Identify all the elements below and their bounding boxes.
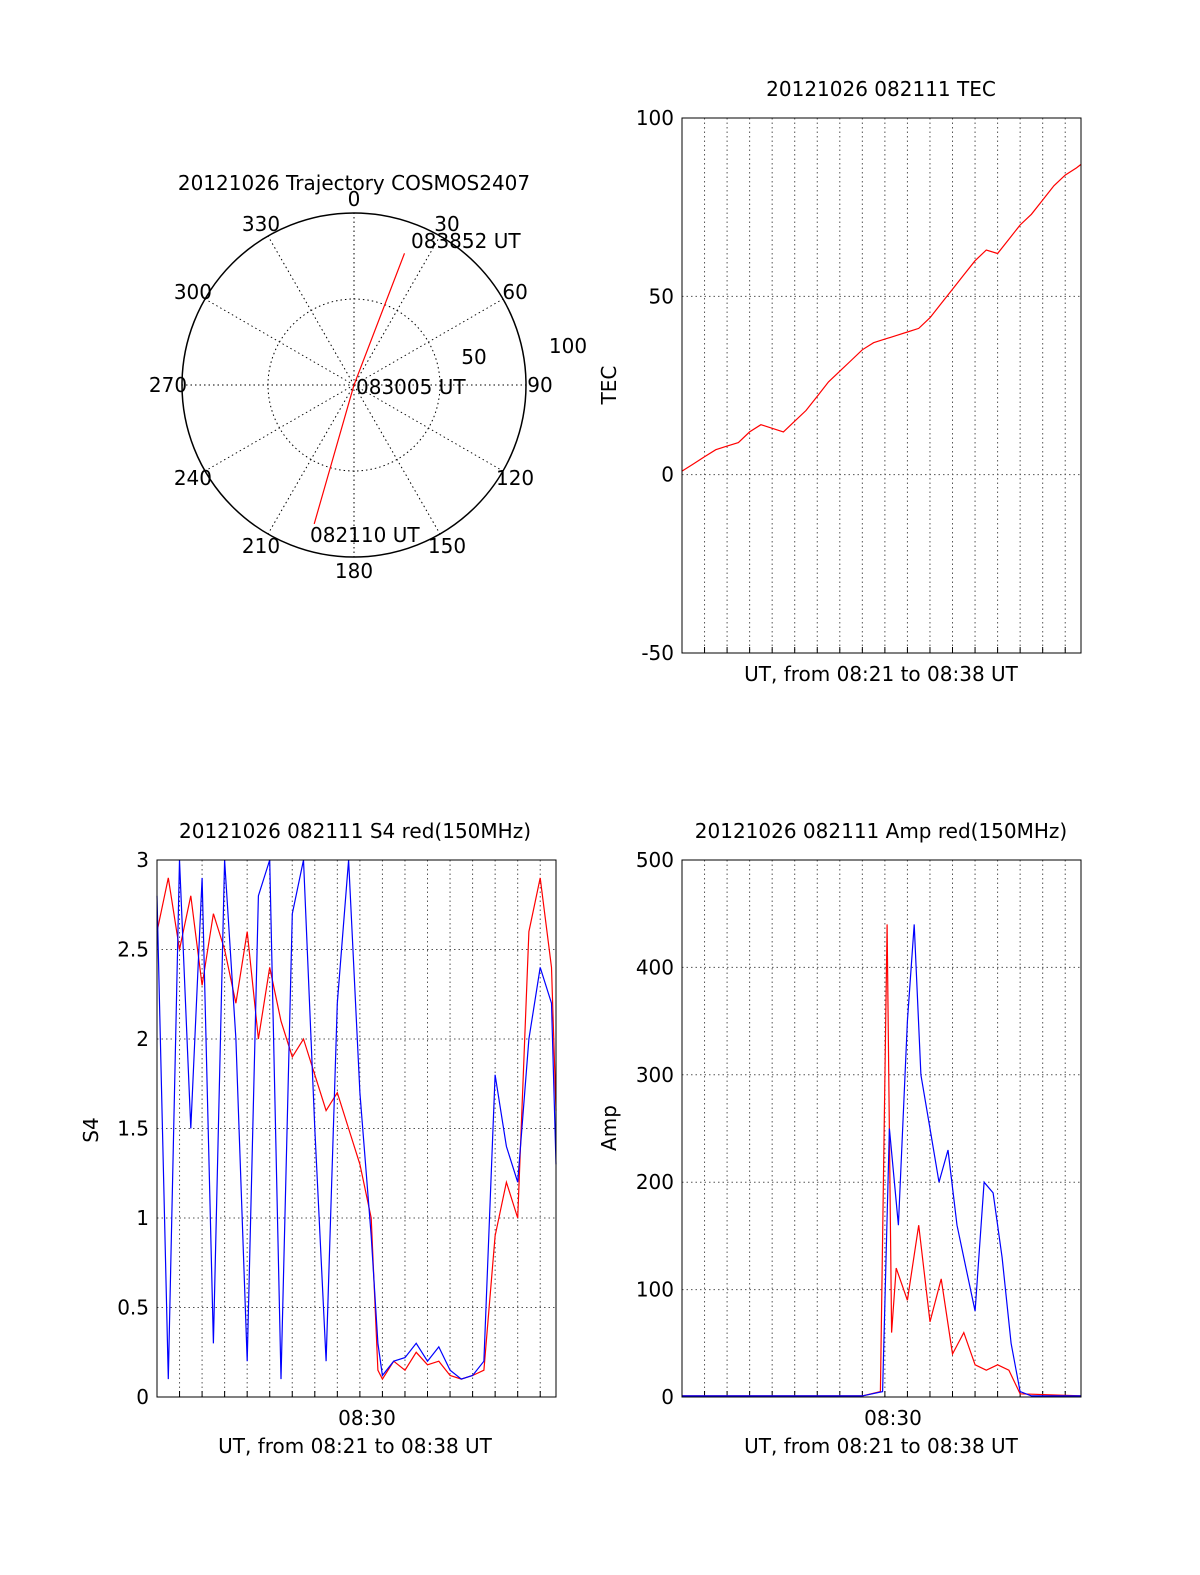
polar-spoke (353, 235, 441, 386)
tec-line (681, 163, 1082, 472)
amp-frame (681, 859, 1082, 1398)
tec-y-ticks: -50 0 50 100 (636, 106, 674, 665)
y-tick-label: 0.5 (117, 1296, 149, 1320)
polar-angle-label: 150 (428, 534, 466, 558)
y-tick-label: 200 (636, 1170, 674, 1194)
y-tick-label: 0 (661, 1385, 674, 1409)
trajectory-line (313, 253, 406, 525)
y-tick-label: 0 (661, 463, 674, 487)
y-tick-label: 100 (636, 1278, 674, 1302)
polar-angle-label: 30 (434, 212, 459, 236)
polar-angle-label: 120 (496, 466, 534, 490)
y-tick-label: 100 (636, 106, 674, 130)
amp-panel: 20121026 082111 Amp red(150MHz) 0 100 200 3… (597, 819, 1082, 1458)
s4-panel: 20121026 082111 S4 red(150MHz) 0 0.5 1 1.5 2… (79, 819, 557, 1458)
s4-grid (157, 860, 556, 1397)
amp-ylabel: Amp (597, 1105, 621, 1151)
polar-title: 20121026 Trajectory COSMOS2407 (178, 171, 530, 195)
polar-angle-label: 0 (348, 187, 361, 211)
annotation-start-time: 082110 UT (310, 523, 420, 547)
y-tick-label: 2 (136, 1027, 149, 1051)
tec-panel: 20121026 082111 TEC -50 0 50 100 UT, from 0… (597, 77, 1082, 686)
s4-ylabel: S4 (79, 1117, 103, 1142)
polar-spoke (204, 298, 355, 386)
s4-red-line (156, 877, 557, 1381)
y-tick-label: 3 (136, 848, 149, 872)
y-tick-label: 0 (136, 1385, 149, 1409)
polar-angle-label: 330 (242, 212, 280, 236)
amp-xtick-label: 08:30 (864, 1406, 922, 1430)
amp-blue-line (682, 924, 1081, 1397)
annotation-mid-time: 083005 UT (356, 375, 466, 399)
tec-grid (682, 118, 1081, 653)
polar-spoke (353, 298, 504, 386)
polar-angle-label: 180 (335, 559, 373, 583)
tec-title: 20121026 082111 TEC (766, 77, 996, 101)
s4-title: 20121026 082111 S4 red(150MHz) (179, 819, 531, 843)
polar-angle-label: 210 (242, 534, 280, 558)
polar-angle-label: 270 (149, 373, 187, 397)
s4-y-ticks: 0 0.5 1 1.5 2 2.5 3 (117, 848, 149, 1409)
amp-xlabel: UT, from 08:21 to 08:38 UT (744, 1434, 1019, 1458)
y-tick-label: 1.5 (117, 1117, 149, 1141)
amp-red-line (682, 924, 1082, 1397)
tec-frame (681, 117, 1082, 654)
y-tick-label: 500 (636, 848, 674, 872)
polar-angle-label: 60 (502, 280, 527, 304)
s4-blue-line (156, 859, 557, 1380)
tec-xlabel: UT, from 08:21 to 08:38 UT (744, 662, 1019, 686)
amp-y-ticks: 0 100 200 300 400 500 (636, 848, 674, 1409)
s4-xlabel: UT, from 08:21 to 08:38 UT (218, 1434, 493, 1458)
polar-angle-label: 90 (527, 373, 552, 397)
y-tick-label: 50 (649, 284, 674, 308)
polar-spoke (353, 384, 504, 472)
s4-frame (156, 859, 557, 1398)
amp-title: 20121026 082111 Amp red(150MHz) (695, 819, 1067, 843)
y-tick-label: 1 (136, 1206, 149, 1230)
tec-ylabel: TEC (597, 366, 621, 406)
y-tick-label: 400 (636, 955, 674, 979)
polar-radial-label-100: 100 (549, 334, 587, 358)
polar-spoke (204, 384, 355, 472)
y-tick-label: 2.5 (117, 938, 149, 962)
polar-radial-label-50: 50 (461, 345, 486, 369)
polar-angle-label: 240 (174, 466, 212, 490)
s4-xtick-label: 08:30 (338, 1406, 396, 1430)
polar-panel: 20121026 Trajectory COSMOS2407 0 30 60 90 12… (149, 171, 587, 583)
polar-grid (181, 212, 527, 558)
y-tick-label: -50 (641, 641, 674, 665)
polar-angle-labels: 0 30 60 90 120 150 180 210 240 270 300 330 (149, 187, 553, 583)
polar-spoke (353, 384, 441, 535)
y-tick-label: 300 (636, 1063, 674, 1087)
polar-spoke (267, 384, 355, 535)
polar-spoke (267, 235, 355, 386)
annotation-end-time: 083852 UT (411, 229, 521, 253)
polar-angle-label: 300 (174, 280, 212, 304)
